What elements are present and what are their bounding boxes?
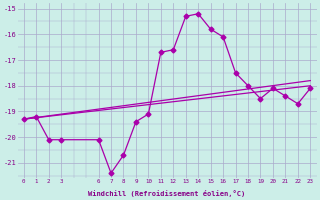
X-axis label: Windchill (Refroidissement éolien,°C): Windchill (Refroidissement éolien,°C) xyxy=(88,190,246,197)
